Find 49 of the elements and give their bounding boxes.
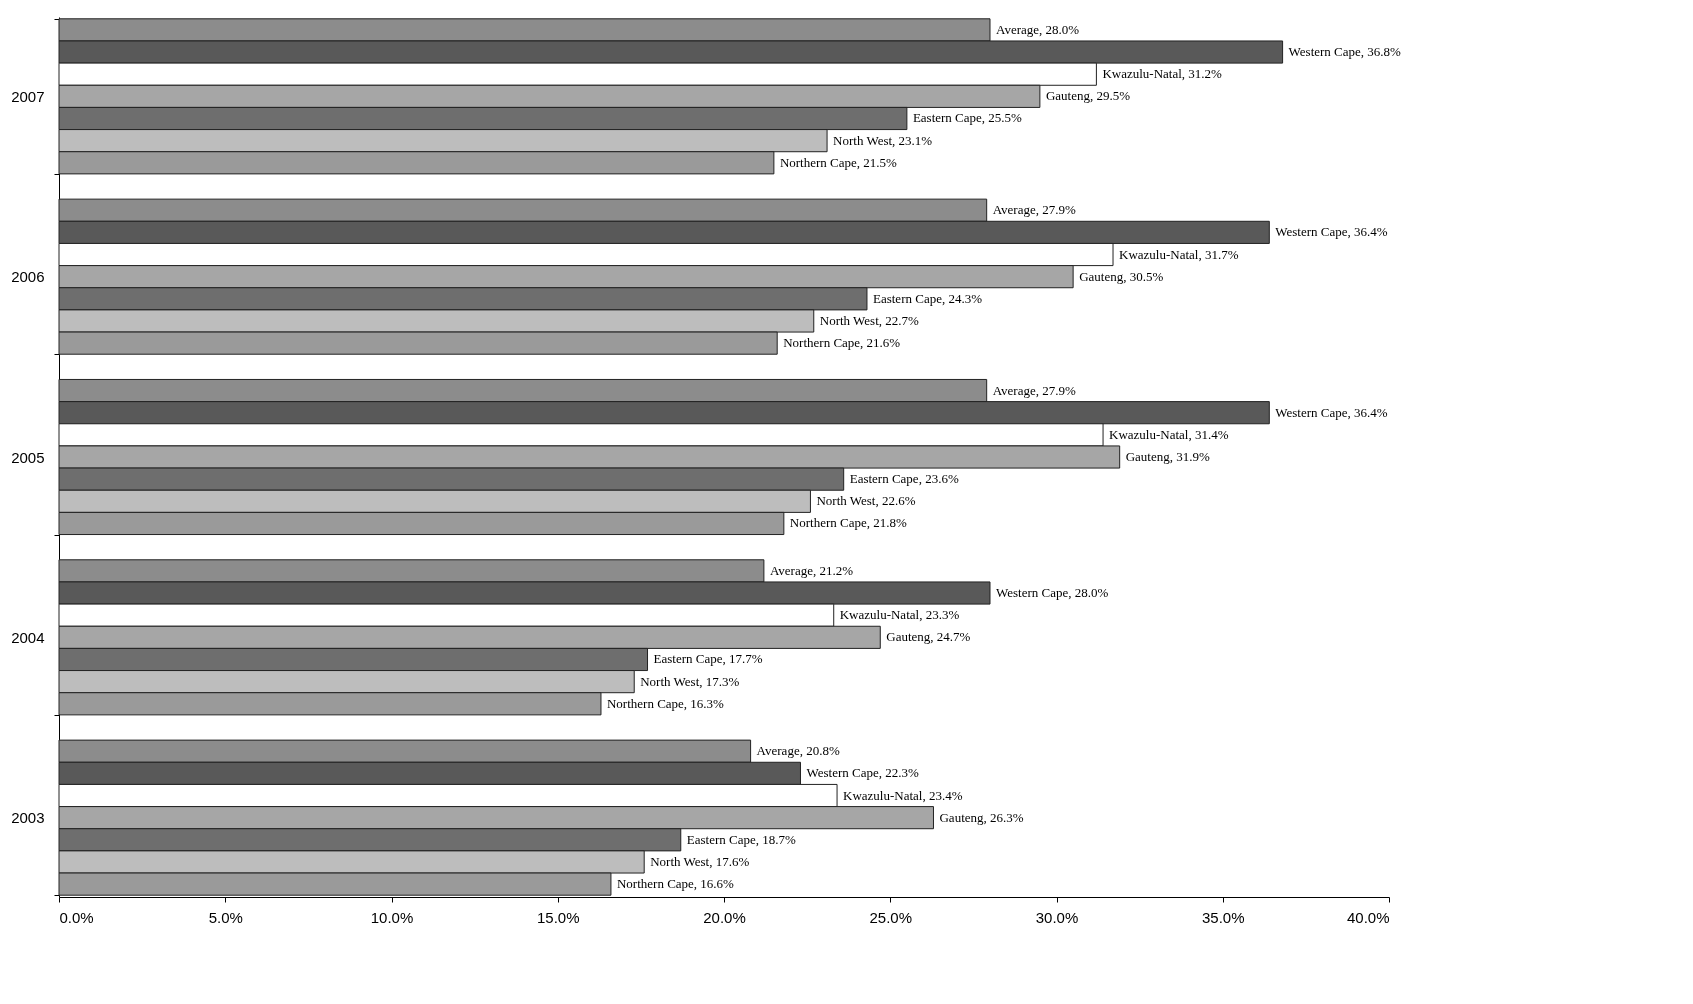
data-label: Kwazulu-Natal, 31.7% xyxy=(1119,246,1239,262)
data-label: Eastern Cape, 25.5% xyxy=(912,110,1023,126)
x-tick-label: 35.0% xyxy=(1201,908,1245,926)
data-label: Eastern Cape, 23.6% xyxy=(849,471,959,487)
data-label: Northern Cape, 16.3% xyxy=(606,695,725,711)
data-label: Eastern Cape, 17.7% xyxy=(653,651,763,667)
data-label: Eastern Cape, 24.3% xyxy=(872,290,983,306)
y-tick-label: 2005 xyxy=(11,448,45,466)
data-label: North West, 22.7% xyxy=(819,312,920,328)
data-label: Gauteng, 30.5% xyxy=(1079,268,1164,284)
data-label: Northern Cape, 21.5% xyxy=(779,154,898,170)
data-label: Northern Cape, 21.8% xyxy=(789,515,907,531)
data-label: Kwazulu-Natal, 31.2% xyxy=(1102,66,1223,82)
data-label: Average, 28.0% xyxy=(996,21,1080,37)
data-label: Western Cape, 36.4% xyxy=(1275,404,1388,420)
y-tick-label: 2006 xyxy=(11,268,45,286)
x-tick-label: 10.0% xyxy=(370,908,414,926)
data-label: North West, 17.3% xyxy=(640,673,740,689)
x-tick-label: 0.0% xyxy=(59,908,94,926)
x-tick-label: 20.0% xyxy=(703,908,746,926)
y-tick-label: 2007 xyxy=(11,87,45,105)
x-tick-label: 5.0% xyxy=(208,908,243,926)
data-label: Gauteng, 29.5% xyxy=(1045,88,1131,104)
data-label: North West, 23.1% xyxy=(833,132,933,148)
y-tick-label: 2003 xyxy=(11,809,45,827)
x-tick-label: 25.0% xyxy=(869,908,913,926)
data-label: Gauteng, 26.3% xyxy=(939,809,1024,825)
data-label: Gauteng, 31.9% xyxy=(1125,449,1210,464)
data-label: Western Cape, 36.8% xyxy=(1288,44,1402,60)
data-label: North West, 22.6% xyxy=(816,493,916,509)
data-label: Average, 27.9% xyxy=(992,202,1076,218)
data-label: Northern Cape, 21.6% xyxy=(783,335,901,351)
data-label: Average, 27.9% xyxy=(992,382,1076,398)
data-label: Gauteng, 24.7% xyxy=(886,629,971,645)
data-label: Northern Cape, 16.6% xyxy=(616,876,735,892)
data-label: Average, 20.8% xyxy=(756,743,840,759)
x-tick-label: 15.0% xyxy=(536,908,580,926)
x-tick-label: 40.0% xyxy=(1346,908,1390,926)
data-label: Kwazulu-Natal, 23.4% xyxy=(843,787,963,803)
data-label: Eastern Cape, 18.7% xyxy=(686,831,796,847)
data-label: Kwazulu-Natal, 31.4% xyxy=(1109,426,1229,442)
data-label: Western Cape, 36.4% xyxy=(1275,224,1388,240)
data-label: Average, 21.2% xyxy=(769,562,854,578)
data-label: Western Cape, 28.0% xyxy=(996,585,1109,601)
x-tick-label: 30.0% xyxy=(1035,908,1079,926)
data-label: Kwazulu-Natal, 23.3% xyxy=(839,607,960,623)
y-tick-label: 2004 xyxy=(11,628,45,646)
data-label: North West, 17.6% xyxy=(650,853,750,869)
data-label: Western Cape, 22.3% xyxy=(806,765,919,781)
